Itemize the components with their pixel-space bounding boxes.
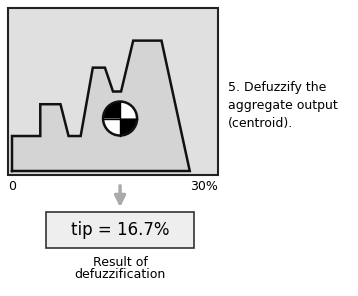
Bar [8,8,218,175]
Text: 5. Defuzzify the
aggregate output
(centroid).: 5. Defuzzify the aggregate output (centr… [228,81,338,130]
Circle shape [103,102,137,136]
Text: tip = 16.7%: tip = 16.7% [71,221,169,239]
Wedge shape [120,118,137,136]
Wedge shape [103,102,120,118]
Text: 0: 0 [8,180,16,193]
Text: 30%: 30% [190,180,218,193]
Text: Result of: Result of [93,256,147,269]
Text: defuzzification: defuzzification [74,268,166,281]
Bar [46,212,194,248]
Polygon shape [12,41,190,171]
